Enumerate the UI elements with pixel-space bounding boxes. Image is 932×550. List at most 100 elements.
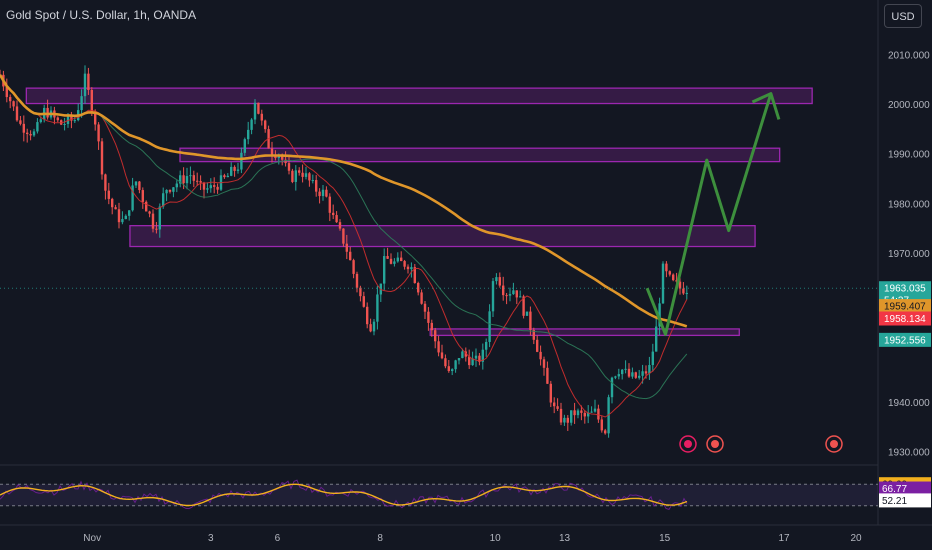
candle-body — [576, 410, 580, 416]
candle-body — [468, 356, 471, 366]
x-tick-label: 8 — [377, 533, 383, 544]
candle-body — [502, 285, 505, 296]
candle-body — [311, 180, 314, 182]
candle-body — [403, 261, 406, 267]
candle-body — [539, 351, 542, 360]
candle-body — [94, 112, 97, 125]
price-tag-label: 1963.035 — [884, 284, 926, 295]
candle-body — [185, 176, 189, 184]
candle-body — [56, 117, 59, 121]
candle-body — [121, 219, 124, 223]
candle-body — [175, 183, 178, 188]
candle-body — [172, 187, 175, 192]
candle-body — [532, 329, 535, 340]
candle-body — [519, 296, 522, 298]
candle-body — [230, 166, 233, 176]
x-tick-label: 15 — [659, 533, 671, 544]
price-tag-label: 1958.134 — [884, 314, 926, 325]
y-tick-label: 2000.000 — [888, 100, 930, 111]
candle-body — [655, 326, 658, 352]
candle-body — [661, 263, 665, 304]
zone-rect — [25, 87, 813, 105]
candle-body — [223, 175, 226, 178]
candle-body — [107, 190, 110, 199]
candle-body — [158, 206, 161, 230]
candle-body — [515, 290, 518, 298]
candle-body — [359, 287, 362, 297]
candle-body — [36, 122, 39, 132]
candle-body — [685, 292, 688, 294]
event-icon-dot — [711, 440, 719, 448]
candle-body — [668, 271, 671, 275]
candle-body — [410, 267, 413, 270]
candle-body — [308, 173, 311, 181]
candle-body — [600, 419, 603, 431]
candle-body — [665, 263, 668, 272]
rsi-smooth-line — [0, 483, 688, 507]
candle-body — [573, 410, 576, 416]
candle-body — [202, 182, 206, 190]
candle-body — [638, 375, 641, 378]
candle-body — [233, 166, 236, 171]
candle-body — [22, 123, 25, 133]
zone-rect — [129, 225, 756, 248]
candle-body — [369, 324, 372, 332]
candle-body — [73, 120, 76, 122]
price-tag-label: 1959.407 — [884, 302, 926, 313]
candle-body — [648, 365, 651, 374]
candle-body — [376, 294, 379, 322]
moving-averages — [0, 74, 878, 418]
candle-body — [434, 330, 437, 342]
slow-ma-line — [0, 74, 688, 328]
y-tick-label: 1940.000 — [888, 398, 930, 409]
candle-body — [257, 102, 260, 114]
candle-body — [298, 170, 301, 173]
candle-body — [209, 185, 212, 189]
candle-body — [678, 281, 682, 289]
candle-body — [83, 73, 87, 97]
rsi-panel — [0, 479, 878, 510]
candle-body — [104, 174, 107, 191]
candle-body — [9, 97, 12, 102]
candle-body — [559, 408, 563, 423]
candle-body — [644, 371, 648, 374]
candle-body — [386, 256, 389, 259]
candle-body — [301, 172, 304, 177]
candle-body — [491, 281, 495, 312]
candle-body — [587, 412, 590, 417]
candle-body — [294, 170, 297, 182]
candle-body — [488, 311, 491, 342]
candle-body — [165, 189, 168, 194]
candle-body — [454, 360, 457, 370]
candle-body — [15, 106, 19, 121]
candle-body — [481, 349, 484, 362]
candle-body — [614, 376, 617, 378]
candle-body — [420, 292, 423, 304]
candle-body — [111, 198, 114, 208]
candle-body — [444, 358, 447, 367]
candle-body — [240, 152, 243, 170]
candle-body — [672, 274, 675, 281]
currency-button[interactable]: USD — [884, 4, 922, 28]
candle-body — [148, 211, 151, 214]
candle-body — [546, 367, 549, 384]
projection-path — [645, 92, 781, 336]
candle-body — [216, 186, 219, 190]
candle-body — [32, 131, 36, 136]
candle-body — [627, 368, 631, 377]
y-tick-label: 1930.000 — [888, 448, 930, 459]
candle-body — [196, 180, 199, 182]
candle-body — [260, 113, 263, 121]
candle-body — [352, 260, 355, 274]
candle-body — [549, 383, 552, 403]
candle-body — [406, 266, 410, 270]
candle-body — [604, 430, 607, 434]
rsi-tag-box — [879, 493, 931, 508]
candle-body — [80, 96, 83, 111]
candle-body — [63, 123, 66, 125]
projection-line — [645, 93, 773, 336]
candle-body — [512, 290, 515, 295]
candle-body — [440, 352, 444, 359]
candle-body — [124, 215, 127, 220]
